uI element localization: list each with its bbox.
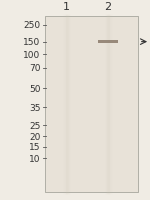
Text: 20: 20 [29, 132, 40, 141]
FancyBboxPatch shape [45, 17, 138, 192]
Text: 1: 1 [63, 2, 70, 12]
Text: 70: 70 [29, 64, 40, 73]
Text: 100: 100 [23, 51, 40, 60]
Text: 50: 50 [29, 84, 40, 93]
Text: 150: 150 [23, 38, 40, 47]
Text: 35: 35 [29, 103, 40, 112]
Text: 2: 2 [104, 2, 112, 12]
FancyBboxPatch shape [98, 41, 118, 44]
Text: 25: 25 [29, 121, 40, 130]
Text: 15: 15 [29, 143, 40, 152]
Text: 250: 250 [23, 21, 40, 30]
Text: 10: 10 [29, 154, 40, 163]
